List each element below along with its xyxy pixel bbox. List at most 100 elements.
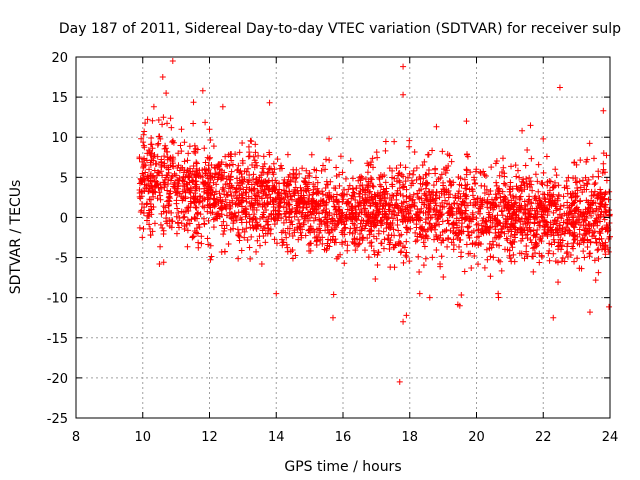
data-point [486, 245, 493, 252]
data-point [540, 169, 547, 176]
data-point [394, 221, 401, 228]
data-point [448, 158, 455, 165]
data-point [324, 222, 331, 229]
data-point [431, 197, 438, 204]
data-point [502, 221, 509, 228]
data-point [246, 211, 253, 218]
data-point [320, 198, 327, 205]
data-point [154, 169, 161, 176]
data-point [494, 212, 501, 219]
data-point [190, 233, 197, 240]
data-point [455, 204, 462, 211]
data-point [541, 224, 548, 231]
data-point [590, 208, 597, 215]
data-point [540, 135, 547, 142]
data-point [246, 218, 253, 225]
data-point [213, 171, 220, 178]
data-point [538, 252, 545, 259]
data-point [363, 211, 370, 218]
data-point [178, 193, 185, 200]
data-point [140, 209, 147, 216]
data-point [246, 153, 253, 160]
data-point [339, 239, 346, 246]
data-point [564, 248, 571, 255]
data-point [291, 213, 298, 220]
data-point [512, 220, 519, 227]
data-point [228, 182, 235, 189]
data-point [356, 230, 363, 237]
data-point [481, 264, 488, 271]
data-point [411, 148, 418, 155]
data-point [308, 211, 315, 218]
data-point [245, 193, 252, 200]
data-point [508, 197, 515, 204]
data-point [375, 227, 382, 234]
data-point [278, 215, 285, 222]
data-point [207, 210, 214, 217]
data-point [270, 201, 277, 208]
data-point [466, 234, 473, 241]
data-point [160, 203, 167, 210]
data-point [416, 269, 423, 276]
data-point [506, 226, 513, 233]
data-point [228, 157, 235, 164]
data-point [556, 206, 563, 213]
data-point [407, 217, 414, 224]
data-point [270, 160, 277, 167]
data-point [289, 196, 296, 203]
data-point [281, 176, 288, 183]
data-point [387, 224, 394, 231]
data-point [300, 204, 307, 211]
data-point [176, 177, 183, 184]
data-point [550, 221, 557, 228]
data-point [420, 239, 427, 246]
data-point [599, 240, 606, 247]
data-point [400, 218, 407, 225]
data-point [333, 199, 340, 206]
data-point [278, 162, 285, 169]
data-point [221, 227, 228, 234]
data-point [455, 188, 462, 195]
data-point [509, 214, 516, 221]
data-point [410, 191, 417, 198]
data-point [233, 186, 240, 193]
data-point [556, 84, 563, 91]
data-point [464, 151, 471, 158]
data-point [359, 182, 366, 189]
data-point [495, 186, 502, 193]
data-point [583, 197, 590, 204]
y-axis-title: SDTVAR / TECUs [8, 180, 24, 295]
data-point [375, 209, 382, 216]
data-point [237, 185, 244, 192]
data-point [594, 222, 601, 229]
data-point [398, 248, 405, 255]
axis-ticks: 8 10 12 14 16 18 20 22 24 -25 -20 -15 -10 -5 0 5 10 15 20 [47, 51, 619, 445]
data-point [438, 212, 445, 219]
data-point [505, 205, 512, 212]
data-point [516, 195, 523, 202]
data-point [244, 165, 251, 172]
data-point [275, 211, 282, 218]
data-point [474, 195, 481, 202]
data-point [499, 188, 506, 195]
data-point [421, 243, 428, 250]
data-point [334, 221, 341, 228]
data-point [313, 198, 320, 205]
data-point [340, 196, 347, 203]
data-point [161, 160, 168, 167]
data-point [373, 149, 380, 156]
data-point [441, 203, 448, 210]
data-point [382, 138, 389, 145]
data-point [305, 179, 312, 186]
data-point [307, 208, 314, 215]
data-point [587, 239, 594, 246]
data-point [310, 205, 317, 212]
data-point [560, 202, 567, 209]
data-point [421, 190, 428, 197]
data-point [243, 198, 250, 205]
data-point [431, 236, 438, 243]
data-point [220, 218, 227, 225]
data-point [586, 309, 593, 316]
data-point [475, 242, 482, 249]
data-point [544, 182, 551, 189]
